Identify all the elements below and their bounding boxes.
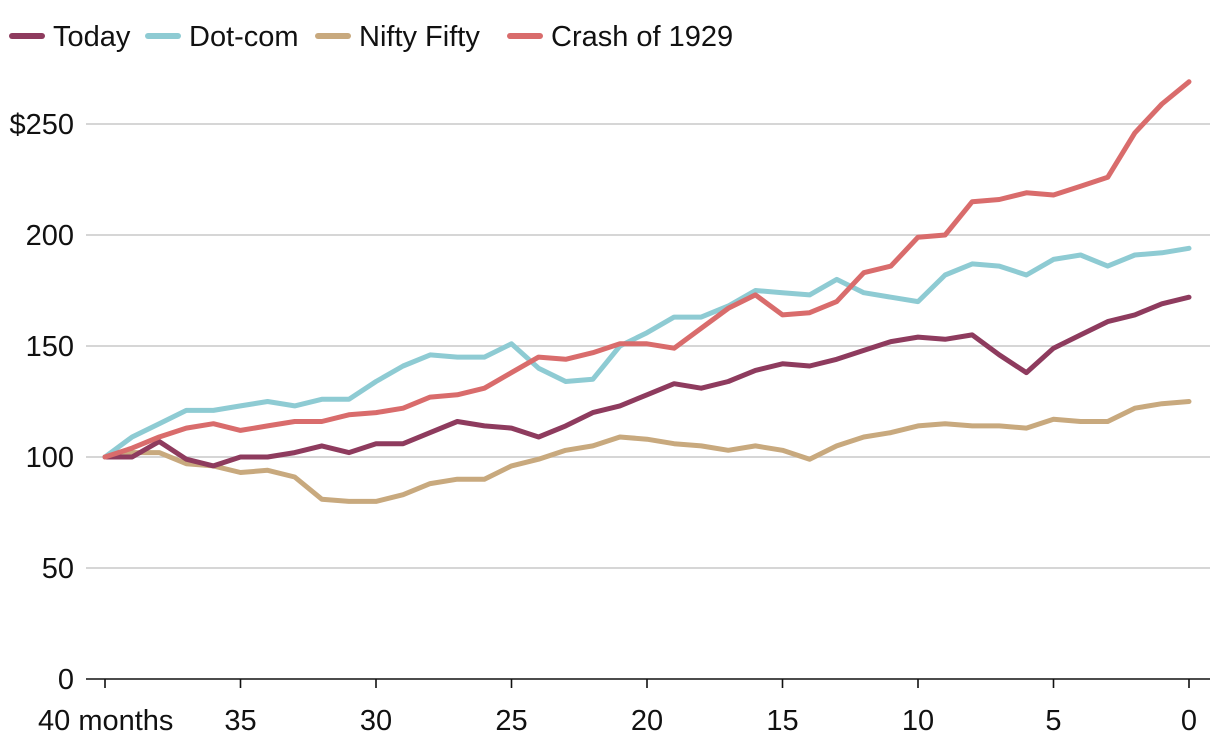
x-tick-label: 25 (495, 705, 527, 737)
series-line-dot-com (102, 245, 1192, 460)
y-tick-label: 0 (58, 664, 74, 696)
x-tick-label: 35 (224, 705, 256, 737)
y-axis-ticks: 0 50 100 150 200 $250 (9, 109, 74, 696)
x-tick-label: 40 months (38, 705, 173, 737)
series-line-today (102, 294, 1192, 469)
series-line-crash-of-1929 (102, 79, 1192, 460)
legend-label: Dot-com (189, 21, 299, 53)
y-tick-label: 150 (26, 331, 74, 363)
x-tick-label: 10 (902, 705, 934, 737)
legend-label: Crash of 1929 (551, 21, 733, 53)
y-tick-label: $250 (9, 109, 74, 141)
x-tick-label: 20 (631, 705, 663, 737)
legend-item: Dot-com (145, 21, 299, 53)
legend: Today Dot-com Nifty Fifty Crash of 1929 (9, 21, 733, 53)
legend-item: Crash of 1929 (507, 21, 733, 53)
legend-item: Today (9, 21, 131, 53)
legend-item: Nifty Fifty (315, 21, 480, 53)
x-tick-label: 5 (1045, 705, 1061, 737)
x-tick-label: 0 (1181, 705, 1197, 737)
series-lines (102, 79, 1192, 504)
x-tick-label: 30 (360, 705, 392, 737)
y-tick-label: 50 (42, 553, 74, 585)
y-tick-label: 200 (26, 220, 74, 252)
legend-label: Today (53, 21, 131, 53)
x-tick-label: 15 (766, 705, 798, 737)
series-line-nifty-fifty (102, 399, 1192, 504)
y-tick-label: 100 (26, 442, 74, 474)
x-axis: 40 months 35 30 25 20 15 10 5 0 (38, 678, 1210, 737)
legend-label: Nifty Fifty (359, 21, 480, 53)
